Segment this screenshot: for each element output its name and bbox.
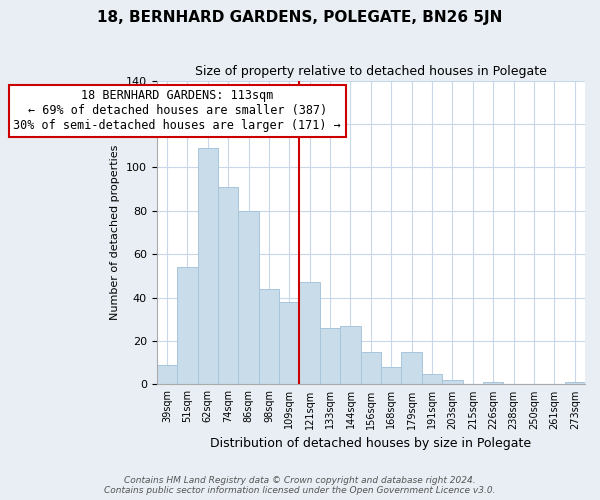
Text: Contains HM Land Registry data © Crown copyright and database right 2024.
Contai: Contains HM Land Registry data © Crown c…	[104, 476, 496, 495]
Text: 18, BERNHARD GARDENS, POLEGATE, BN26 5JN: 18, BERNHARD GARDENS, POLEGATE, BN26 5JN	[97, 10, 503, 25]
Bar	[218, 187, 238, 384]
Bar	[381, 367, 401, 384]
Bar	[299, 282, 320, 384]
Bar	[259, 289, 279, 384]
Bar	[442, 380, 463, 384]
Bar	[157, 365, 177, 384]
Bar	[320, 328, 340, 384]
Bar	[197, 148, 218, 384]
Bar	[361, 352, 381, 384]
Text: 18 BERNHARD GARDENS: 113sqm
← 69% of detached houses are smaller (387)
30% of se: 18 BERNHARD GARDENS: 113sqm ← 69% of det…	[13, 89, 341, 132]
Y-axis label: Number of detached properties: Number of detached properties	[110, 145, 121, 320]
Bar	[483, 382, 503, 384]
Bar	[340, 326, 361, 384]
Bar	[238, 211, 259, 384]
Title: Size of property relative to detached houses in Polegate: Size of property relative to detached ho…	[195, 65, 547, 78]
Bar	[565, 382, 585, 384]
Bar	[422, 374, 442, 384]
Bar	[401, 352, 422, 384]
X-axis label: Distribution of detached houses by size in Polegate: Distribution of detached houses by size …	[211, 437, 532, 450]
Bar	[177, 267, 197, 384]
Bar	[279, 302, 299, 384]
